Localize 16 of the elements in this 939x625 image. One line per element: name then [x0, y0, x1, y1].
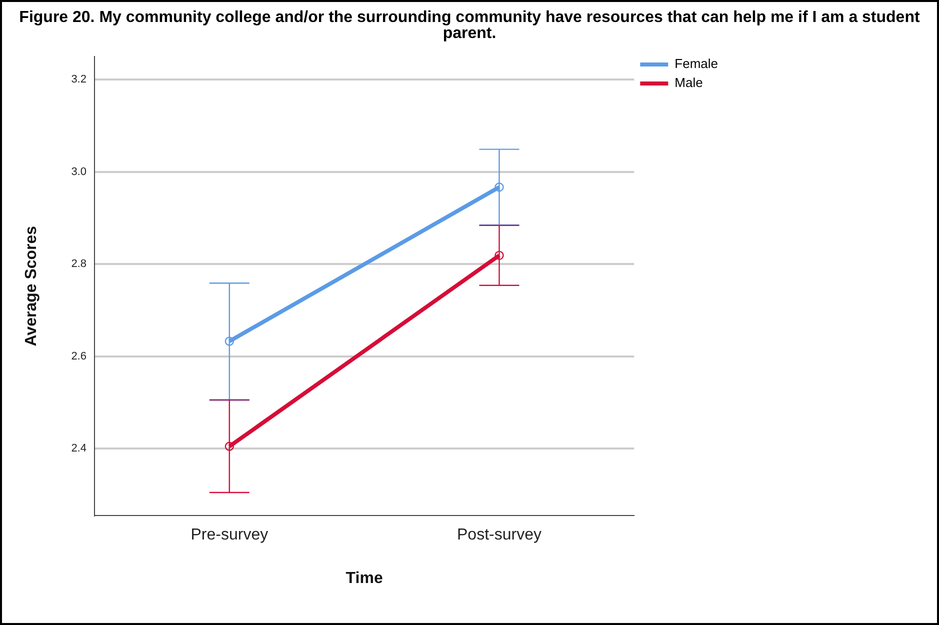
point: [224, 336, 234, 346]
x-tick-label: Pre-survey: [190, 526, 268, 544]
y-tick-label: 2.8: [71, 258, 86, 270]
chart-title: Figure 20. My community college and/or the surrounding community have resources that can help me if I am a student parent.: [18, 8, 921, 42]
x-axis-title: Time: [346, 570, 383, 587]
point: [494, 182, 504, 192]
y-tick-label: 3.2: [71, 74, 86, 86]
point: [494, 250, 504, 260]
y-tick-label: 2.4: [71, 442, 86, 455]
y-axis-title: Average Scores: [23, 226, 40, 346]
legend-label: Male: [674, 75, 703, 90]
x-tick-label: Post-survey: [457, 526, 542, 544]
y-tick-label: 2.6: [71, 350, 86, 362]
point: [224, 442, 234, 452]
y-tick-label: 3.0: [71, 166, 86, 178]
legend-label: Female: [674, 56, 718, 72]
